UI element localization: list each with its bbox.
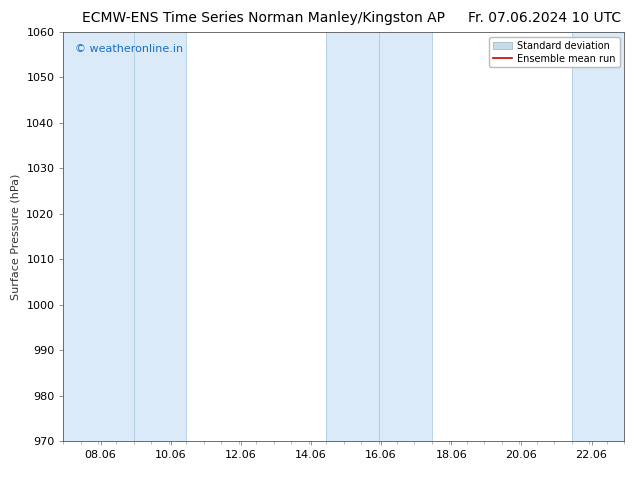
Text: Fr. 07.06.2024 10 UTC: Fr. 07.06.2024 10 UTC bbox=[468, 11, 621, 25]
Legend: Standard deviation, Ensemble mean run: Standard deviation, Ensemble mean run bbox=[489, 37, 619, 68]
Bar bbox=[63, 32, 134, 441]
Text: © weatheronline.in: © weatheronline.in bbox=[75, 44, 183, 54]
Text: ECMW-ENS Time Series Norman Manley/Kingston AP: ECMW-ENS Time Series Norman Manley/Kings… bbox=[82, 11, 446, 25]
Bar bbox=[327, 32, 379, 441]
Bar bbox=[572, 32, 624, 441]
Bar bbox=[134, 32, 186, 441]
Y-axis label: Surface Pressure (hPa): Surface Pressure (hPa) bbox=[11, 173, 21, 299]
Bar bbox=[379, 32, 432, 441]
